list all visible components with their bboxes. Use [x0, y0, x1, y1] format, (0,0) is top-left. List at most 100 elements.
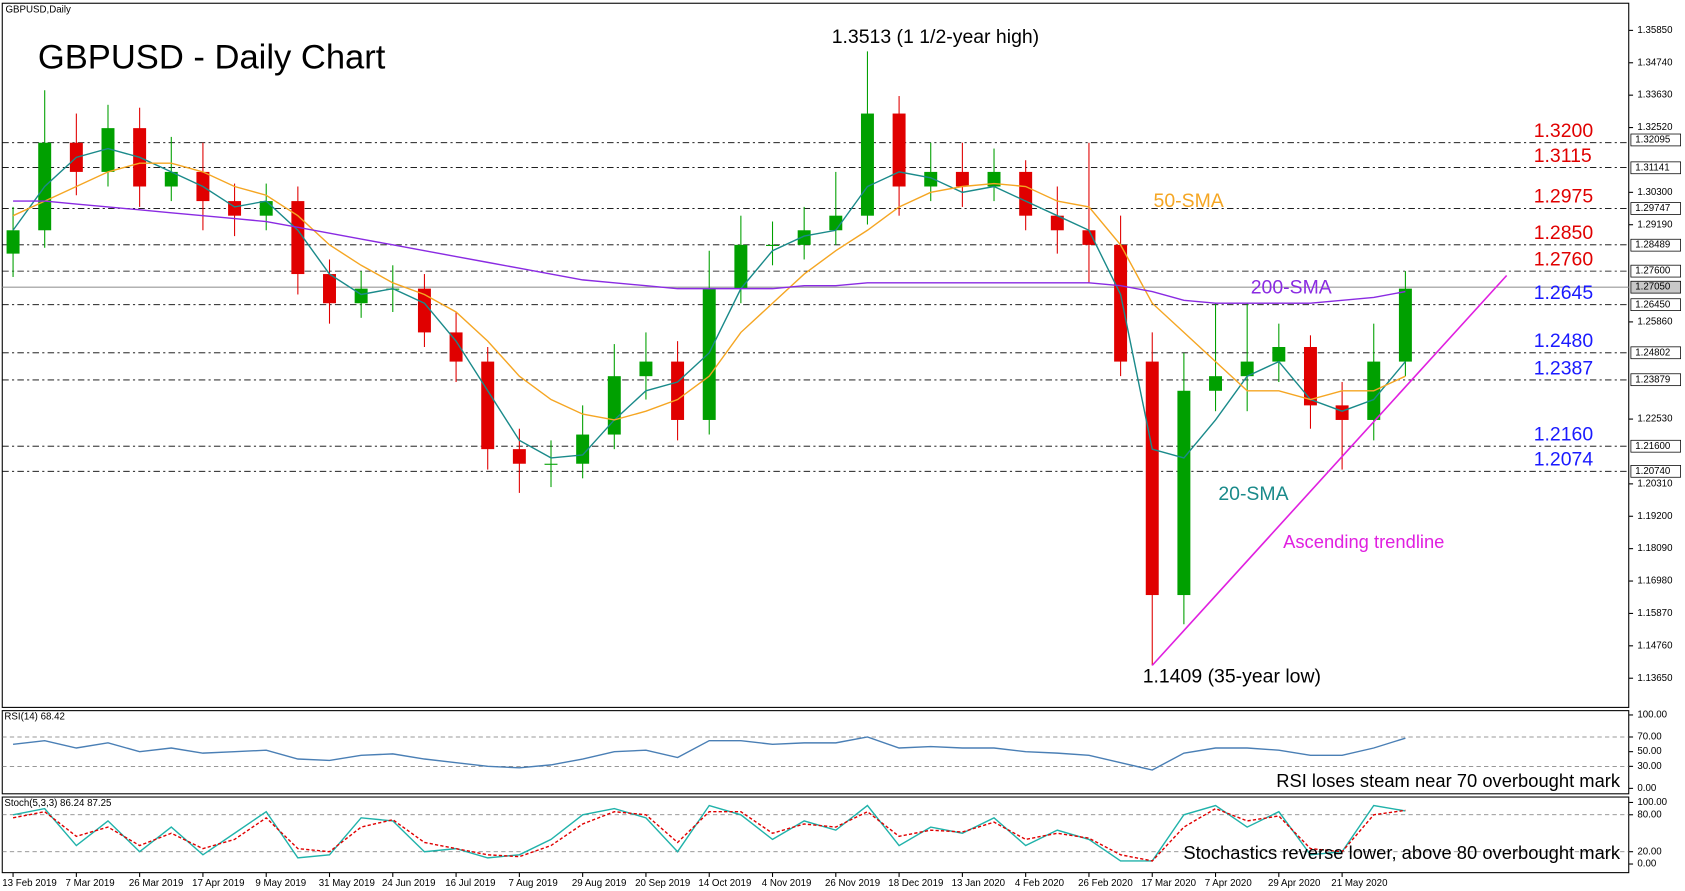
x-tick-label: 18 Dec 2019: [888, 878, 943, 889]
level-label: 1.2387: [1534, 357, 1593, 379]
candle-body: [924, 171, 938, 187]
y-tick-label: 100.00: [1637, 710, 1667, 721]
price-box-label: 1.27050: [1635, 282, 1671, 293]
price-box: [1630, 280, 1681, 294]
rsi-note: RSI loses steam near 70 overbought mark: [1276, 770, 1621, 791]
series-line: [12, 807, 1406, 862]
x-tick-label: 13 Jan 2020: [952, 878, 1006, 889]
candle-body: [259, 201, 273, 216]
x-tick-label: 20 Sep 2019: [635, 878, 690, 889]
price-box: [1630, 373, 1681, 387]
y-tick-label: 1.16980: [1637, 576, 1673, 587]
x-tick-label: 7 Aug 2019: [509, 878, 558, 889]
rsi-title: RSI(14) 68.42: [4, 712, 65, 723]
level-label: 1.2975: [1534, 186, 1593, 208]
candle-body: [1177, 390, 1191, 596]
series-line: [13, 200, 1406, 304]
price-box-label: 1.20740: [1635, 466, 1671, 477]
candle-body: [164, 171, 178, 187]
price-box: [1630, 161, 1681, 175]
candle-body: [576, 434, 590, 464]
level-label: 1.2160: [1534, 424, 1594, 446]
y-tick-label: 70.00: [1637, 732, 1662, 743]
candle-body: [1303, 347, 1317, 406]
y-tick-label: 1.32520: [1637, 122, 1673, 133]
price-box: [1630, 465, 1681, 478]
price-box-label: 1.29747: [1635, 203, 1670, 214]
price-box-label: 1.27600: [1635, 266, 1671, 277]
candle-body: [1145, 361, 1159, 596]
series-line: [12, 147, 1406, 459]
x-tick-label: 13 Feb 2019: [2, 878, 57, 889]
x-tick-label: 21 May 2020: [1331, 878, 1388, 889]
chart-title: GBPUSD - Daily Chart: [38, 39, 386, 77]
price-box-label: 1.24802: [1635, 347, 1670, 358]
x-tick-label: 31 May 2019: [319, 878, 375, 889]
level-label: 1.2850: [1534, 222, 1594, 244]
y-tick-label: 1.29190: [1637, 219, 1673, 230]
y-tick-label: 1.35850: [1637, 25, 1673, 36]
candle-body: [892, 113, 906, 187]
x-tick-label: 26 Mar 2019: [129, 878, 184, 889]
price-box: [1630, 202, 1681, 215]
x-tick-label: 17 Mar 2020: [1141, 878, 1196, 889]
candle-body: [1272, 347, 1286, 362]
candle-body: [481, 361, 495, 450]
series-label: 20-SMA: [1218, 483, 1288, 505]
candle-body: [512, 449, 526, 464]
candle-body: [766, 244, 779, 246]
candle-body: [1240, 361, 1254, 377]
x-tick-label: 7 Mar 2019: [66, 878, 115, 889]
marks-layer: [6, 51, 1508, 862]
price-box-label: 1.23879: [1635, 374, 1670, 385]
y-tick-label: 1.18090: [1637, 543, 1673, 554]
candle-body: [639, 361, 653, 377]
price-box: [1630, 238, 1681, 252]
candle-body: [860, 113, 874, 216]
y-tick-label: 80.00: [1637, 809, 1662, 820]
level-label: 1.2760: [1534, 248, 1594, 270]
price-box-label: 1.21600: [1635, 441, 1671, 452]
x-tick-label: 29 Aug 2019: [572, 878, 627, 889]
candle-body: [6, 230, 20, 254]
price-box: [1630, 264, 1681, 278]
y-tick-label: 1.25860: [1637, 316, 1673, 327]
trendline: [1151, 274, 1508, 666]
panel-frame: [1, 796, 1630, 874]
series-line: [12, 804, 1406, 862]
candle-body: [671, 361, 685, 420]
level-label: 1.2480: [1534, 330, 1594, 352]
series-label: 50-SMA: [1154, 190, 1224, 212]
candle-body: [101, 128, 115, 172]
x-tick-label: 24 Jun 2019: [382, 878, 436, 889]
y-tick-label: 1.22530: [1637, 414, 1673, 425]
candle-body: [797, 230, 811, 245]
price-box-label: 1.32095: [1635, 135, 1670, 146]
candle-body: [987, 171, 1001, 187]
y-tick-label: 100.00: [1637, 797, 1667, 808]
y-tick-label: 1.33630: [1637, 90, 1673, 101]
x-tick-label: 4 Nov 2019: [762, 878, 812, 889]
candle-body: [323, 274, 336, 304]
candle-body: [449, 332, 463, 362]
y-tick-label: 1.30300: [1637, 187, 1673, 198]
y-tick-label: 30.00: [1637, 761, 1662, 772]
x-tick-label: 17 Apr 2019: [192, 878, 244, 889]
series-line: [12, 162, 1406, 421]
price-box-label: 1.31141: [1635, 162, 1669, 173]
candle-body: [544, 463, 558, 465]
x-tick-label: 16 Jul 2019: [445, 878, 495, 889]
price-box: [1630, 346, 1681, 360]
price-box: [1630, 439, 1681, 453]
y-tick-label: 1.13650: [1637, 673, 1673, 684]
grid-layer: [1, 2, 1681, 877]
x-tick-label: 4 Feb 2020: [1015, 878, 1065, 889]
x-tick-label: 9 May 2019: [255, 878, 306, 889]
y-tick-label: 20.00: [1637, 846, 1662, 857]
series-label: 200-SMA: [1251, 277, 1332, 299]
candle-body: [1019, 171, 1033, 216]
candle-body: [734, 244, 748, 289]
x-tick-label: 29 Apr 2020: [1268, 878, 1321, 889]
candle-body: [417, 288, 431, 333]
